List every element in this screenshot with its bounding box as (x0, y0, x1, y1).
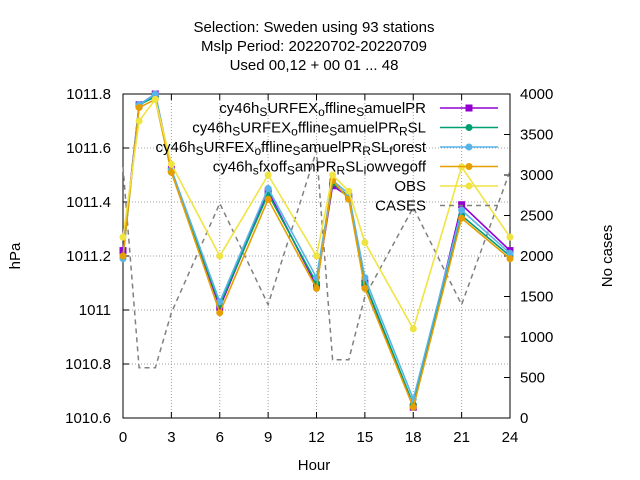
legend-marker (465, 182, 473, 190)
plot-area (119, 90, 514, 411)
legend-entry: CASES (375, 198, 498, 215)
x-tick-label: 15 (357, 429, 374, 446)
legend-entry: OBS (394, 178, 498, 195)
data-point (216, 252, 224, 260)
legend-marker (465, 104, 473, 112)
x-tick-label: 0 (119, 429, 127, 446)
y-tick-label: 1011.4 (66, 194, 111, 211)
data-point (151, 95, 159, 103)
data-point (506, 249, 514, 257)
y-tick-label: 1011.8 (66, 86, 111, 103)
axes: 0 3 6 9 12 15 18 21 24 1010.6 1010.8 1011 1011.2 1011… (65, 86, 553, 446)
x-tick-label: 24 (502, 429, 519, 446)
data-point (458, 201, 466, 209)
y2-tick-label: 1000 (520, 329, 553, 346)
legend-label: cy46hsfxoffSamPRRSLlowvegoff (213, 159, 427, 178)
y2-tick-label: 0 (520, 410, 528, 427)
legend-label: cy46hSURFEXofflineSamuelPRRSL (192, 120, 426, 139)
x-tick-label: 9 (264, 429, 272, 446)
title-line-3: Used 00,12 + 00 01 ... 48 (230, 57, 399, 74)
series-line (122, 150, 511, 369)
data-point (264, 171, 272, 179)
data-point (119, 252, 127, 260)
data-point (313, 252, 320, 260)
x-tick-label: 3 (167, 429, 175, 446)
legend-marker (465, 143, 473, 151)
x-axis-label: Hour (298, 457, 331, 474)
chart-title: Selection: Sweden using 93 stations Mslp… (194, 19, 435, 74)
data-point (167, 160, 175, 168)
legend-entry: cy46hSURFEXofflineSamuelPRRSLforest (156, 139, 498, 158)
title-line-1: Selection: Sweden using 93 stations (194, 19, 435, 36)
legend-entry: cy46hSURFEXofflineSamuelPR (219, 100, 498, 119)
legend-marker (465, 163, 473, 170)
data-point (345, 187, 353, 195)
y2-tick-label: 2500 (520, 208, 553, 225)
x-tick-label: 21 (453, 429, 470, 446)
y2-tick-label: 1500 (520, 289, 553, 306)
data-point (151, 90, 159, 98)
data-point (458, 206, 466, 214)
y2-tick-label: 3000 (520, 167, 553, 184)
y2-tick-label: 500 (520, 370, 545, 387)
legend: cy46hSURFEXofflineSamuelPRcy46hSURFEXoff… (156, 100, 498, 215)
data-point (506, 255, 514, 263)
series-cases (122, 150, 511, 369)
y-tick-label: 1011.2 (66, 248, 111, 265)
data-point (135, 104, 143, 111)
legend-label: CASES (375, 198, 426, 215)
y-tick-label: 1010.6 (65, 410, 111, 427)
title-line-2: Mslp Period: 20220702-20220709 (201, 38, 427, 55)
legend-label: cy46hSURFEXofflineSamuelPR (219, 100, 426, 119)
x-tick-label: 12 (308, 429, 325, 446)
y-tick-label: 1010.8 (65, 356, 111, 373)
series-cy46h-sfxoff-sampr-rsl-lowvegoff (119, 95, 514, 411)
data-point (361, 239, 369, 246)
x-tick-label: 6 (216, 429, 224, 446)
legend-label: cy46hSURFEXofflineSamuelPRRSLforest (156, 139, 427, 158)
y-axis-label: hPa (7, 242, 24, 269)
legend-entry: cy46hSURFEXofflineSamuelPRRSL (192, 120, 498, 139)
data-point (458, 214, 466, 222)
y2-tick-label: 2000 (520, 248, 553, 265)
data-point (361, 284, 369, 292)
y2-axis-label: No cases (599, 225, 616, 288)
data-point (135, 117, 143, 125)
data-point (409, 325, 417, 333)
y2-tick-label: 4000 (520, 86, 553, 103)
grid (123, 94, 510, 418)
x-tick-label: 18 (405, 429, 422, 446)
y2-tick-label: 3500 (520, 127, 553, 144)
data-point (167, 168, 175, 176)
data-point (264, 195, 272, 203)
legend-marker (465, 124, 473, 131)
data-point (119, 233, 127, 241)
data-point (216, 309, 224, 317)
data-point (329, 171, 337, 179)
legend-label: OBS (394, 178, 426, 195)
y-tick-label: 1011 (79, 302, 111, 319)
legend-entry: cy46hsfxoffSamPRRSLlowvegoff (213, 159, 498, 178)
data-point (409, 403, 417, 411)
data-point (264, 185, 272, 192)
data-point (216, 298, 224, 306)
y-tick-label: 1011.6 (66, 140, 111, 157)
data-point (313, 284, 320, 292)
data-point (506, 233, 514, 241)
